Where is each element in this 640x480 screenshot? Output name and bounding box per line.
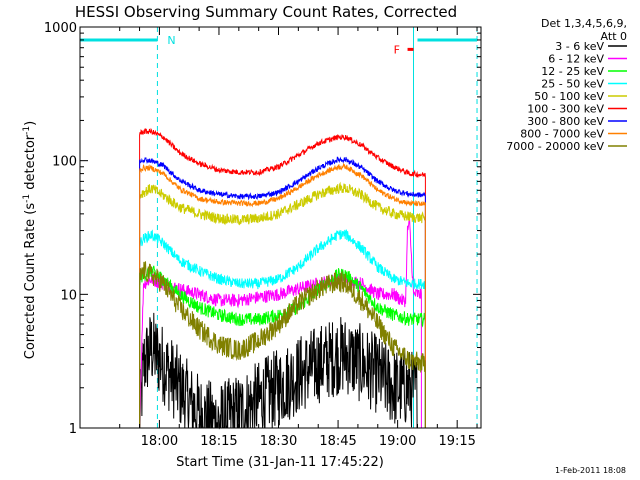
legend-entry-label: 300 - 800 keV — [527, 115, 604, 128]
x-tick-label: 19:00 — [379, 434, 416, 449]
y-tick-label: 10 — [60, 288, 77, 303]
y-axis-label-sup2: -1 — [22, 126, 32, 135]
y-axis-label-sup1: -1 — [22, 194, 32, 203]
x-tick-label: 18:45 — [319, 434, 356, 449]
series-line — [139, 312, 418, 430]
legend-header-line1: Det 1,3,4,5,6,9, — [541, 17, 627, 30]
legend-entry-label: 25 - 50 keV — [541, 78, 604, 91]
plot-frame — [79, 26, 482, 429]
night-label: N — [167, 34, 175, 47]
series-line — [139, 216, 422, 429]
legend-entry-label: 7000 - 20000 keV — [506, 140, 604, 153]
y-tick-label: 100 — [52, 155, 77, 170]
x-tick-label: 18:15 — [200, 434, 237, 449]
legend-entry-label: 100 - 300 keV — [527, 103, 604, 116]
y-tick-label: 1 — [69, 422, 77, 437]
legend-entry-label: 3 - 6 keV — [555, 40, 604, 53]
legend-entry-label: 50 - 100 keV — [534, 90, 604, 103]
x-tick-label: 18:30 — [260, 434, 297, 449]
series-line — [139, 156, 426, 428]
legend-entry-label: 6 - 12 keV — [548, 53, 604, 66]
y-axis-label-end: ) — [23, 121, 38, 126]
footer-date: 1-Feb-2011 18:08 — [555, 466, 626, 475]
x-axis: 18:00 18:15 18:30 18:45 19:00 19:15 — [119, 27, 478, 449]
x-tick-label: 18:00 — [141, 434, 178, 449]
series-line — [139, 181, 426, 428]
y-axis-label-mid: detector — [23, 134, 38, 194]
x-axis-label: Start Time (31-Jan-11 17:45:22) — [176, 455, 384, 470]
y-axis-label: Corrected Count Rate (s-1 detector-1) — [22, 121, 38, 359]
series-line — [139, 162, 426, 428]
y-axis-label-main: Corrected Count Rate (s — [23, 203, 38, 360]
legend-entry-label: 800 - 7000 keV — [520, 128, 604, 141]
series-line — [139, 261, 426, 428]
series-line — [139, 229, 426, 428]
series-line — [139, 127, 426, 428]
series-layer — [139, 127, 426, 430]
legend-entry-label: 12 - 25 keV — [541, 65, 604, 78]
flare-label: F — [394, 43, 400, 56]
plot-area: NF — [80, 27, 478, 430]
chart-title: HESSI Observing Summary Count Rates, Cor… — [75, 3, 457, 21]
legend-header-line2: Att 0 — [601, 30, 627, 43]
y-axis: 1 10 100 1000 — [44, 21, 481, 437]
y-tick-label: 1000 — [44, 21, 77, 36]
x-tick-label: 19:15 — [438, 434, 475, 449]
